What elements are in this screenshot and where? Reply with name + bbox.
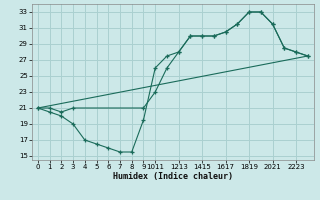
X-axis label: Humidex (Indice chaleur): Humidex (Indice chaleur) [113,172,233,181]
